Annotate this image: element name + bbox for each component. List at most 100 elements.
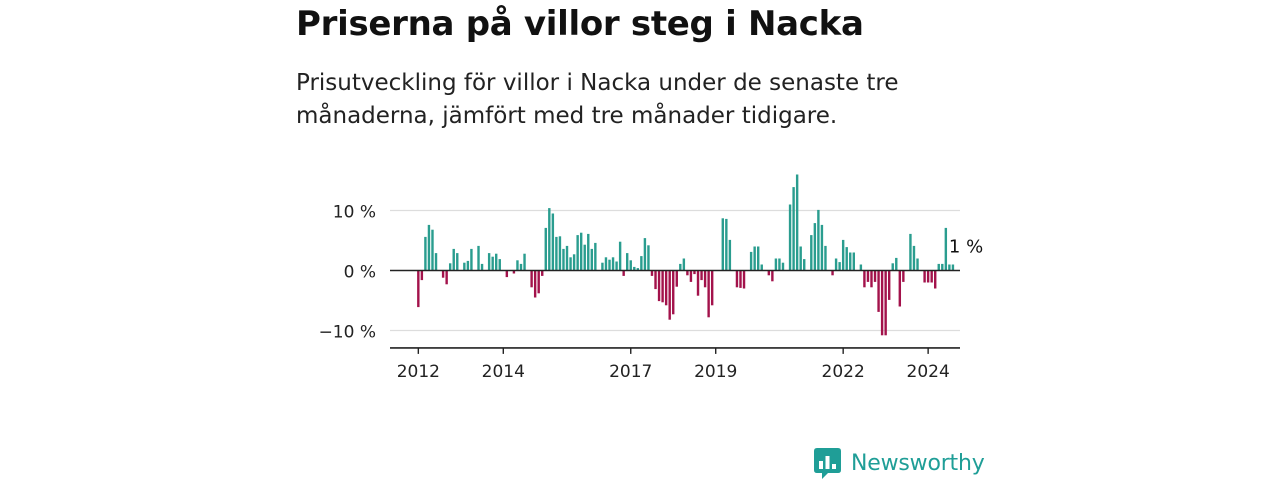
bar — [420, 270, 424, 281]
bar — [817, 209, 820, 271]
bar — [579, 232, 583, 271]
bar — [512, 270, 516, 274]
bar — [895, 257, 898, 271]
bar — [721, 218, 724, 271]
bar — [647, 245, 650, 271]
bar — [640, 256, 643, 271]
bar — [863, 270, 866, 288]
chart-subtitle: Prisutveckling för villor i Nacka under … — [296, 70, 899, 129]
bar — [544, 227, 547, 271]
bar — [788, 204, 792, 271]
bar — [689, 270, 693, 282]
bar — [505, 270, 509, 278]
newsworthy-logo-text: Newsworthy — [851, 450, 985, 476]
x-tick-label: 2022 — [822, 362, 865, 382]
bar — [590, 248, 594, 271]
bar — [530, 270, 533, 288]
bar — [587, 233, 590, 271]
newsworthy-logo: Newsworthy — [814, 446, 985, 480]
y-tick-label: 0 % — [344, 263, 376, 283]
bar — [877, 270, 880, 312]
bar — [682, 258, 686, 271]
bar — [679, 263, 682, 271]
x-tick-label: 2014 — [482, 362, 525, 382]
bar — [441, 270, 445, 278]
bar — [873, 270, 877, 282]
bar — [916, 258, 919, 271]
bar — [930, 270, 933, 283]
x-tick-label: 2017 — [609, 362, 652, 382]
bars — [417, 174, 955, 336]
bar — [841, 239, 845, 271]
bar — [523, 253, 526, 271]
bar — [937, 263, 940, 271]
bar — [880, 270, 884, 336]
bar — [533, 270, 537, 298]
bar — [767, 270, 771, 276]
bar — [753, 246, 756, 271]
bar — [771, 270, 774, 282]
bar — [951, 264, 955, 271]
bar — [487, 253, 491, 271]
bar — [548, 208, 551, 271]
bar — [480, 263, 484, 271]
bar — [427, 224, 431, 271]
bar — [866, 270, 870, 282]
bar — [887, 270, 891, 300]
bar — [838, 262, 841, 271]
y-tick-label: 10 % — [333, 203, 376, 223]
bar — [445, 270, 448, 285]
bar — [834, 258, 838, 271]
bar — [700, 270, 703, 281]
bar — [470, 248, 473, 271]
bar — [941, 263, 944, 271]
bar — [643, 238, 647, 271]
bar — [594, 242, 597, 271]
bar — [926, 270, 930, 283]
gridlines — [390, 209, 960, 332]
bar — [813, 223, 817, 271]
bar — [820, 224, 824, 271]
bar — [650, 270, 654, 276]
bar — [618, 241, 622, 271]
bar — [431, 229, 434, 271]
bar — [696, 270, 700, 296]
bar — [434, 253, 438, 271]
bar — [849, 252, 852, 271]
bar — [569, 257, 572, 271]
bar — [629, 260, 632, 271]
newsworthy-logo-icon — [814, 447, 841, 479]
bar — [707, 270, 710, 318]
bar — [516, 260, 519, 271]
bar — [654, 270, 657, 290]
bar — [601, 262, 604, 271]
bar — [884, 270, 887, 336]
bar — [498, 259, 501, 271]
bar — [572, 254, 576, 271]
bar — [810, 235, 813, 271]
bar — [923, 270, 926, 283]
bar — [456, 253, 459, 271]
bar — [636, 268, 640, 271]
bar — [831, 270, 834, 276]
bar — [576, 235, 579, 271]
bar — [686, 270, 689, 276]
bar — [622, 270, 625, 276]
y-tick-label: −10 % — [319, 323, 376, 343]
bar — [792, 187, 795, 271]
bar — [668, 270, 671, 320]
bar — [757, 246, 760, 271]
bar — [424, 236, 427, 271]
bar — [463, 262, 466, 271]
x-tick-label: 2012 — [397, 362, 440, 382]
bar — [608, 259, 611, 271]
bar — [657, 270, 661, 302]
bar — [417, 270, 420, 308]
bar — [551, 213, 555, 271]
bar — [675, 270, 678, 287]
bar — [661, 270, 664, 303]
bar — [672, 270, 675, 315]
bar — [604, 257, 608, 271]
last-value-annotation: 1 % — [949, 237, 983, 258]
bar — [611, 257, 615, 271]
